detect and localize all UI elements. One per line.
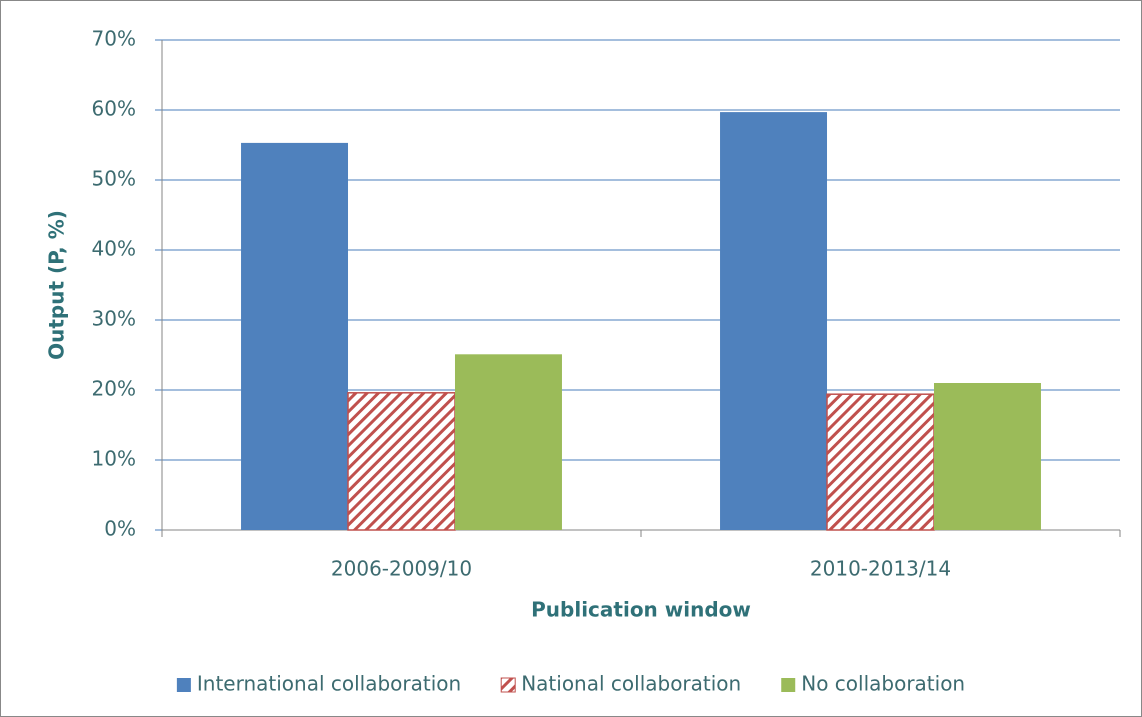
y-tick-label: 50% (92, 167, 136, 191)
x-tick-label: 2006-2009/10 (331, 557, 472, 581)
y-tick-label: 70% (92, 27, 136, 51)
bar (826, 393, 935, 531)
y-tick-label: 20% (92, 377, 136, 401)
legend-swatch (176, 678, 191, 692)
bar (720, 112, 828, 530)
bar (454, 354, 562, 530)
bar (933, 383, 1041, 530)
y-tick-label: 60% (92, 97, 136, 121)
x-axis-title: Publication window (531, 598, 751, 622)
bar (241, 142, 349, 530)
bar (347, 392, 456, 531)
y-tick-label: 30% (92, 307, 136, 331)
y-tick-label: 0% (104, 517, 136, 541)
x-tick-label: 2010-2013/14 (810, 557, 951, 581)
y-tick-label: 10% (92, 447, 136, 471)
legend-label: International collaboration (197, 672, 461, 696)
legend-swatch (500, 677, 516, 693)
y-tick-label: 40% (92, 237, 136, 261)
legend-label: National collaboration (521, 672, 741, 696)
legend-label: No collaboration (801, 672, 965, 696)
y-axis-title: Output (P, %) (45, 210, 69, 360)
legend-swatch (781, 678, 796, 692)
